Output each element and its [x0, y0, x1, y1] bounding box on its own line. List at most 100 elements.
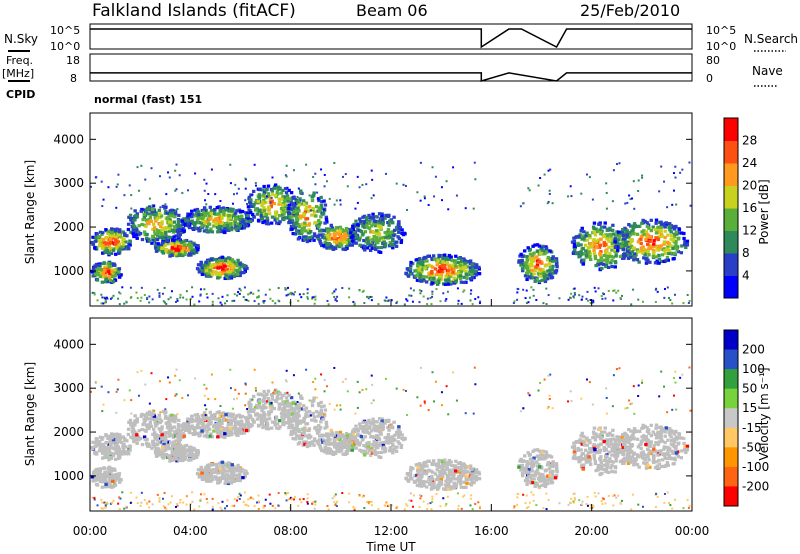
power-cell — [579, 250, 583, 254]
power-cell — [450, 259, 454, 263]
freq-label: Freq. — [6, 54, 33, 67]
power-cell — [209, 227, 213, 231]
power-cell — [549, 276, 553, 280]
power-cell — [380, 212, 384, 216]
power-cell — [374, 239, 379, 244]
velocity-cell — [134, 438, 139, 442]
colorbar-segment — [724, 118, 738, 141]
velocity-cell — [220, 464, 224, 468]
power-cell — [438, 274, 442, 279]
power-cell — [408, 271, 413, 276]
power-cell — [592, 230, 596, 234]
power-cell — [440, 263, 445, 267]
power-cell — [265, 195, 268, 198]
power-cell — [374, 222, 378, 226]
velocity-cell — [275, 395, 280, 399]
power-cell — [322, 208, 325, 211]
power-cell — [199, 288, 202, 291]
power-cell — [555, 265, 559, 269]
power-cell — [213, 220, 218, 224]
power-cell — [223, 259, 228, 263]
power-cell — [671, 225, 676, 229]
power-cell — [435, 263, 439, 267]
power-cell — [682, 231, 686, 236]
power-cell — [664, 221, 668, 225]
power-cell — [208, 268, 212, 272]
power-cell — [310, 213, 314, 217]
power-cell — [448, 280, 453, 284]
power-cell — [297, 225, 302, 229]
power-cell — [268, 288, 271, 291]
power-cell — [306, 297, 309, 300]
power-cell — [197, 270, 202, 274]
power-cell — [226, 270, 231, 274]
velocity-cell — [103, 474, 107, 478]
velocity-cell — [147, 444, 151, 448]
velocity-cell — [140, 442, 145, 447]
power-cell — [148, 295, 151, 298]
power-cell — [379, 236, 383, 240]
power-cell — [319, 241, 323, 246]
power-cell — [635, 248, 640, 252]
power-cell — [442, 263, 447, 268]
velocity-cell — [188, 446, 192, 450]
power-cell — [135, 236, 139, 240]
power-cell — [257, 209, 262, 213]
power-cell — [110, 262, 114, 266]
power-cell — [336, 231, 340, 235]
velocity-cell — [235, 428, 239, 433]
power-cell — [194, 221, 198, 225]
velocity-cell — [174, 439, 178, 443]
power-cell — [574, 252, 579, 256]
power-cell — [107, 229, 111, 234]
velocity-cell — [131, 437, 135, 441]
power-cell — [433, 267, 438, 271]
power-cell — [107, 270, 111, 274]
power-cell — [328, 236, 332, 240]
power-cell — [98, 239, 102, 243]
power-cell — [147, 222, 151, 226]
power-cell — [348, 287, 351, 290]
power-cell — [613, 245, 618, 249]
power-cell — [211, 292, 214, 295]
power-cell — [415, 278, 420, 282]
power-cell — [626, 249, 630, 253]
power-cell — [188, 253, 192, 257]
velocity-cell — [180, 454, 184, 459]
velocity-cell — [287, 408, 291, 412]
velocity-cell — [249, 416, 253, 420]
power-cell — [253, 201, 258, 205]
power-cell — [516, 298, 519, 301]
velocity-cell — [276, 390, 280, 394]
power-cell — [349, 231, 353, 235]
power-cell — [306, 209, 311, 213]
velocity-cell — [107, 482, 111, 486]
velocity-cell — [117, 477, 121, 481]
y-tick-label: 4000 — [53, 132, 84, 146]
power-cell — [586, 299, 589, 302]
power-cell — [281, 188, 285, 193]
power-cell — [93, 272, 98, 276]
power-cell — [296, 201, 300, 205]
power-cell — [663, 296, 666, 299]
power-cell — [637, 189, 640, 192]
power-cell — [380, 218, 385, 222]
velocity-cell — [98, 444, 102, 448]
power-cell — [154, 249, 159, 253]
velocity-cell — [258, 399, 262, 403]
power-cell — [632, 252, 637, 256]
power-cell — [431, 295, 434, 298]
velocity-cell — [287, 416, 292, 420]
power-cell — [158, 292, 161, 295]
velocity-cell — [284, 396, 289, 400]
power-cell — [366, 295, 369, 298]
power-cell — [666, 241, 671, 245]
power-cell — [161, 235, 166, 240]
velocity-cell — [113, 443, 118, 447]
power-cell — [303, 237, 307, 241]
power-cell — [160, 228, 164, 232]
power-cell — [279, 206, 284, 211]
power-cell — [324, 229, 329, 233]
velocity-cell — [224, 479, 228, 483]
power-cell — [195, 218, 200, 222]
